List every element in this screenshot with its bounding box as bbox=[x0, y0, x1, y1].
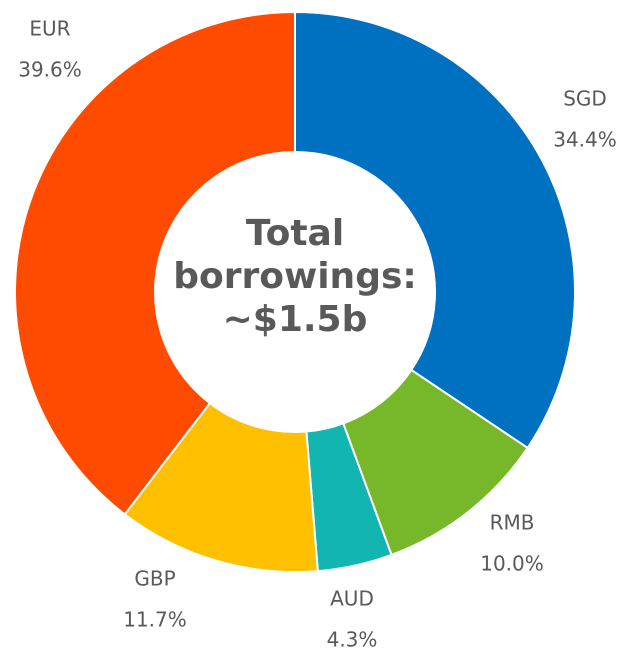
value-label: 39.6% bbox=[18, 58, 82, 82]
slice-label: RMB bbox=[490, 511, 535, 535]
center-label: Total bbox=[246, 213, 344, 254]
slice-label: GBP bbox=[134, 567, 175, 591]
value-label: 10.0% bbox=[480, 552, 544, 576]
value-label: 4.3% bbox=[327, 628, 378, 649]
value-label: 11.7% bbox=[123, 608, 187, 632]
slice-label: AUD bbox=[330, 587, 374, 611]
slice bbox=[14, 10, 296, 516]
center-label: borrowings: bbox=[173, 256, 417, 297]
center-label: ~$1.5b bbox=[223, 299, 368, 340]
slice-label: SGD bbox=[563, 87, 607, 111]
slice-label: EUR bbox=[29, 17, 70, 41]
value-label: 34.4% bbox=[553, 128, 617, 152]
slice bbox=[294, 10, 576, 450]
